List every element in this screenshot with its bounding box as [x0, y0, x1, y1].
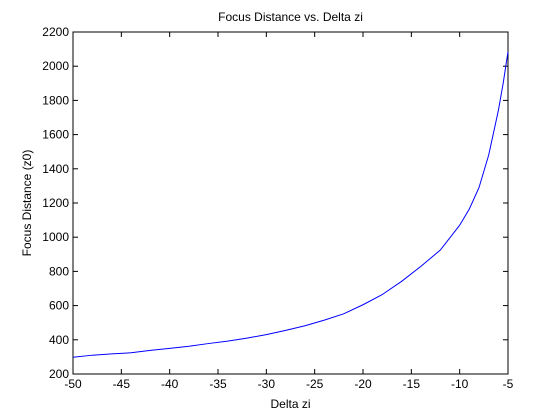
y-tick-label: 1600: [42, 128, 69, 142]
series-line: [72, 51, 509, 358]
x-tick-label: -15: [403, 377, 421, 391]
y-axis-title: Focus Distance (z0): [20, 150, 34, 257]
x-tick-label: -40: [161, 377, 179, 391]
y-tick-label: 1800: [42, 93, 69, 107]
x-axis-title: Delta zi: [270, 397, 310, 411]
x-tick-label: -30: [258, 377, 276, 391]
y-tick-label: 200: [49, 367, 69, 381]
y-tick-label: 2200: [42, 25, 69, 39]
plot-area: [72, 31, 509, 375]
x-tick-label: -45: [113, 377, 131, 391]
tick-labels: -50 -45 -40 -35 -30 -25 -20 -15 -10 -5 200 400 600 80…: [42, 25, 513, 391]
y-tick-label: 400: [49, 333, 69, 347]
y-tick-label: 600: [49, 299, 69, 313]
x-tick-label: -5: [503, 377, 514, 391]
y-tick-label: 800: [49, 264, 69, 278]
x-tick-label: -20: [354, 377, 372, 391]
x-tick-label: -25: [306, 377, 324, 391]
y-tick-label: 1400: [42, 162, 69, 176]
x-tick-label: -35: [209, 377, 227, 391]
y-tick-label: 1000: [42, 230, 69, 244]
x-tick-label: -50: [64, 377, 82, 391]
axis-ticks: [72, 31, 509, 375]
x-tick-label: -10: [451, 377, 469, 391]
y-tick-label: 1200: [42, 196, 69, 210]
y-tick-label: 2000: [42, 59, 69, 73]
chart-title: Focus Distance vs. Delta zi: [218, 10, 363, 24]
